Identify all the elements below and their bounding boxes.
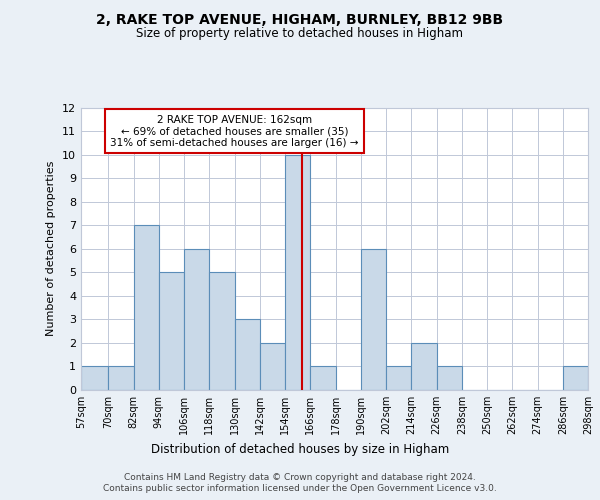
Text: Contains HM Land Registry data © Crown copyright and database right 2024.: Contains HM Land Registry data © Crown c… [124,472,476,482]
Bar [411,343,437,390]
Bar [184,249,209,390]
Text: 2, RAKE TOP AVENUE, HIGHAM, BURNLEY, BB12 9BB: 2, RAKE TOP AVENUE, HIGHAM, BURNLEY, BB1… [97,12,503,26]
Y-axis label: Number of detached properties: Number of detached properties [46,161,56,336]
Text: Contains public sector information licensed under the Open Government Licence v3: Contains public sector information licen… [103,484,497,493]
Text: Size of property relative to detached houses in Higham: Size of property relative to detached ho… [137,28,464,40]
Bar [159,272,184,390]
Bar [235,320,260,390]
Bar [134,225,159,390]
Bar [437,366,462,390]
Bar [310,366,335,390]
Text: Distribution of detached houses by size in Higham: Distribution of detached houses by size … [151,442,449,456]
Bar [361,249,386,390]
Bar [285,154,310,390]
Bar [109,366,134,390]
Bar [386,366,411,390]
Text: 2 RAKE TOP AVENUE: 162sqm
← 69% of detached houses are smaller (35)
31% of semi-: 2 RAKE TOP AVENUE: 162sqm ← 69% of detac… [110,114,359,148]
Bar [81,366,109,390]
Bar [563,366,588,390]
Bar [209,272,235,390]
Bar [260,343,285,390]
